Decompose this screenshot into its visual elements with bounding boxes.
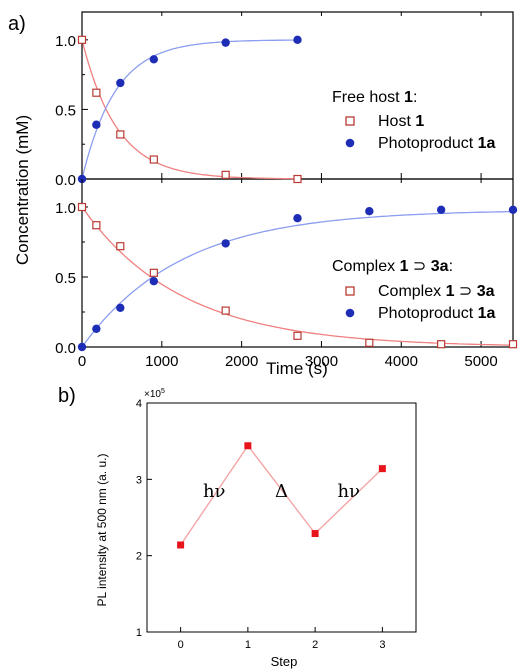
a-top-series-0-point-2 bbox=[116, 130, 125, 139]
a-bot-fit-1 bbox=[81, 210, 513, 348]
legend-bottom-title: Complex 1 ⊃ 3a: bbox=[332, 258, 453, 275]
legend-bottom: Complex 1 ⊃ 3a: Complex 1 ⊃ 3a Photoprod… bbox=[332, 258, 496, 322]
panel-a-bottom-axes: 0.0 0.5 1.0 0 1000 2000 3000 4000 5000 bbox=[55, 179, 498, 370]
b-xtick-label-2: 2 bbox=[312, 639, 318, 651]
b-series-line bbox=[180, 444, 383, 546]
a-bot-series-1-point-2 bbox=[116, 303, 125, 312]
legend-bottom-photoproduct-marker bbox=[345, 308, 355, 318]
a-bot-series-1-point-0 bbox=[77, 342, 87, 352]
panel-a-bottom-marks bbox=[77, 202, 518, 352]
a-bot-series-1-point-4 bbox=[221, 239, 230, 248]
a-bot-ytick-label-2: 1.0 bbox=[55, 200, 76, 217]
a-top-series-0-point-1 bbox=[92, 88, 101, 97]
a-bot-xtick-label-0: 0 bbox=[78, 353, 86, 370]
a-bot-xtick-label-3: 3000 bbox=[305, 353, 338, 370]
a-bot-series-0-point-0 bbox=[77, 202, 87, 212]
b-ytick-label-3: 4 bbox=[136, 398, 142, 410]
panel-b-exponent: ×105 bbox=[144, 388, 165, 400]
a-top-series-1-point-1 bbox=[92, 120, 101, 129]
a-bot-series-0-point-2 bbox=[116, 242, 125, 251]
b-ytick-label-1: 2 bbox=[136, 551, 142, 563]
b-annotation-1: Δ bbox=[275, 481, 288, 502]
legend-top-title: Free host 1: bbox=[332, 89, 417, 106]
a-bot-xtick-label-2: 2000 bbox=[225, 353, 258, 370]
a-bot-ytick-label-1: 0.5 bbox=[55, 270, 76, 287]
a-bot-series-0-point-5 bbox=[293, 331, 302, 340]
a-top-ytick-label-1: 0.5 bbox=[55, 102, 76, 119]
a-bot-fit-0 bbox=[81, 206, 514, 346]
a-bot-ytick-label-0: 0.0 bbox=[55, 340, 76, 357]
panel-a-top-axes: 0.0 0.5 1.0 bbox=[55, 12, 482, 189]
a-top-series-0-point-3 bbox=[149, 155, 158, 164]
a-bot-series-0-point-3 bbox=[149, 268, 158, 277]
b-xtick-label-0: 0 bbox=[178, 639, 184, 651]
b-ytick-label-2: 3 bbox=[136, 474, 142, 486]
panel-a-label: a) bbox=[8, 13, 26, 35]
b-ytick-label-0: 1 bbox=[136, 627, 142, 639]
legend-top-photoproduct-marker bbox=[345, 138, 355, 148]
panel-b-frame bbox=[146, 402, 417, 633]
panel-a-xlabel: Time (s) bbox=[266, 359, 328, 378]
a-bot-xtick-label-5: 5000 bbox=[464, 353, 497, 370]
b-point-0 bbox=[177, 541, 185, 549]
b-annotation-0: hν bbox=[203, 481, 226, 502]
b-point-1 bbox=[244, 442, 252, 450]
a-bot-series-0-point-6 bbox=[365, 338, 374, 347]
legend-top: Free host 1: Host 1 Photoproduct 1a bbox=[332, 89, 496, 152]
a-top-series-1-point-5 bbox=[293, 35, 302, 45]
a-bot-series-0-point-4 bbox=[221, 306, 230, 315]
a-top-series-1-point-2 bbox=[116, 78, 125, 88]
b-point-2 bbox=[311, 530, 319, 538]
a-bot-series-1-point-5 bbox=[293, 214, 302, 223]
a-bot-series-1-point-1 bbox=[92, 324, 101, 333]
a-top-fit-0 bbox=[81, 39, 298, 180]
a-bot-series-1-point-8 bbox=[508, 205, 518, 214]
a-top-series-1-point-3 bbox=[149, 55, 159, 64]
panel-b-xlabel: Step bbox=[271, 654, 298, 669]
b-point-3 bbox=[378, 465, 386, 473]
a-bot-series-0-point-7 bbox=[437, 340, 446, 349]
panel-a-ylabel: Concentration (mM) bbox=[13, 115, 32, 265]
a-bot-series-0-point-8 bbox=[508, 340, 518, 349]
panel-b-marks bbox=[177, 442, 386, 549]
a-bot-xtick-label-1: 1000 bbox=[145, 353, 178, 370]
a-bot-series-0-point-1 bbox=[92, 221, 101, 230]
panel-b-ylabel: PL intensity at 500 nm (a. u.) bbox=[95, 454, 109, 607]
a-top-series-0-point-0 bbox=[77, 35, 87, 44]
a-bot-series-1-point-6 bbox=[365, 207, 374, 216]
legend-bottom-complex-label: Complex 1 ⊃ 3a bbox=[378, 283, 495, 300]
a-top-series-0-point-4 bbox=[221, 170, 230, 179]
legend-bottom-photoproduct-label: Photoproduct 1a bbox=[378, 305, 496, 322]
a-bot-series-1-point-3 bbox=[149, 277, 159, 286]
a-top-series-1-point-4 bbox=[221, 38, 230, 47]
panel-a-top-marks bbox=[77, 35, 302, 184]
a-top-ytick-label-2: 1.0 bbox=[55, 33, 76, 50]
legend-top-host-label: Host 1 bbox=[378, 113, 424, 130]
a-bot-xtick-label-4: 4000 bbox=[385, 353, 418, 370]
a-top-fit-1 bbox=[81, 39, 298, 180]
a-top-series-0-point-5 bbox=[293, 174, 302, 184]
legend-top-photoproduct-label: Photoproduct 1a bbox=[378, 135, 496, 152]
b-xtick-label-3: 3 bbox=[379, 639, 385, 651]
panel-b-axes: 1 2 3 4 0 1 2 3 bbox=[136, 398, 386, 651]
b-annotation-2: hν bbox=[337, 481, 360, 502]
a-top-ytick-label-0: 0.0 bbox=[55, 172, 76, 189]
legend-bottom-complex-marker bbox=[345, 286, 355, 296]
a-bot-series-1-point-7 bbox=[436, 205, 446, 214]
b-xtick-label-1: 1 bbox=[245, 639, 251, 651]
legend-top-host-marker bbox=[345, 116, 355, 126]
panel-b-label: b) bbox=[58, 385, 76, 407]
